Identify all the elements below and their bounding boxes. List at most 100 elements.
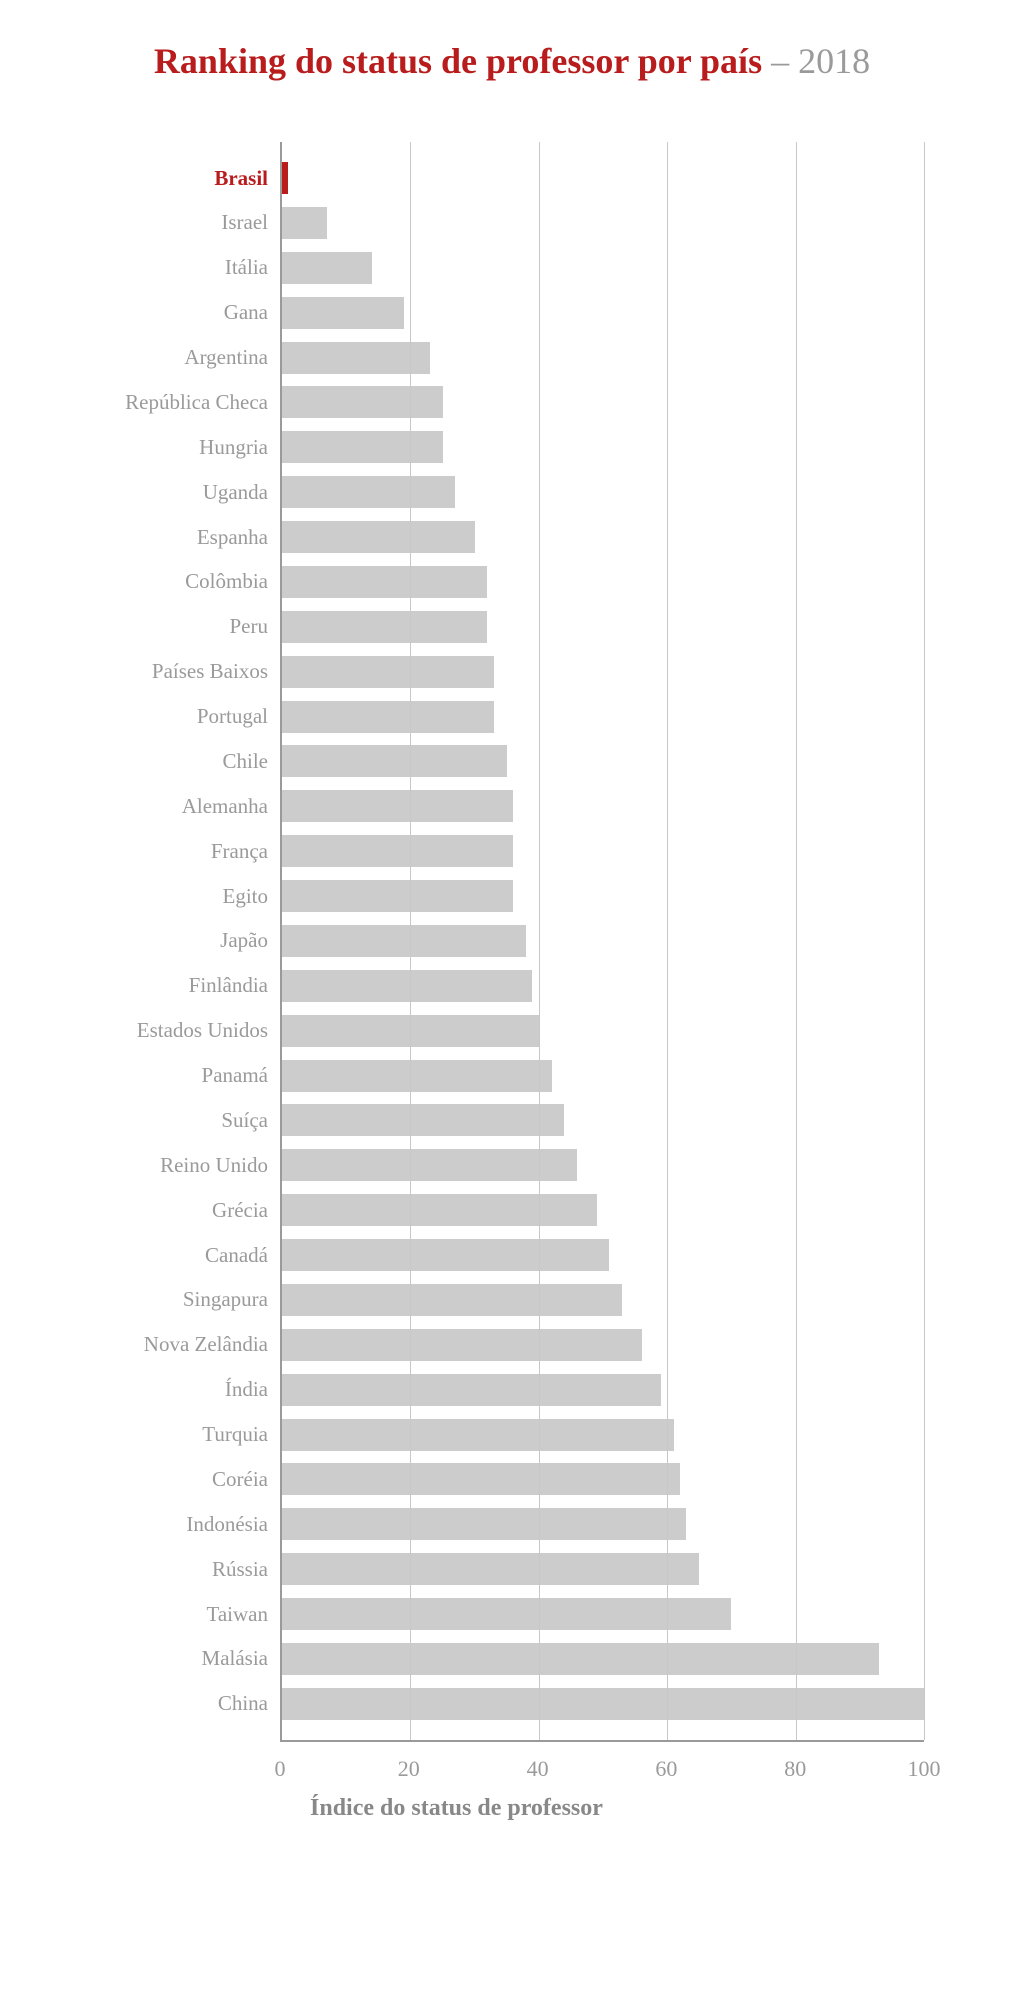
bar-label: Argentina bbox=[184, 345, 282, 370]
bar-row: Reino Unido bbox=[282, 1149, 924, 1181]
bar-rect bbox=[282, 701, 494, 733]
bar-label: Rússia bbox=[212, 1557, 282, 1582]
bars-container: BrasilIsraelItáliaGanaArgentinaRepública… bbox=[282, 162, 924, 1720]
bar-rect bbox=[282, 656, 494, 688]
bar-row: Hungria bbox=[282, 431, 924, 463]
bar-rect bbox=[282, 1598, 731, 1630]
bar-row: Japão bbox=[282, 925, 924, 957]
bar-rect bbox=[282, 611, 487, 643]
x-tick: 60 bbox=[655, 1756, 677, 1782]
bar-row: Gana bbox=[282, 297, 924, 329]
x-tick: 80 bbox=[784, 1756, 806, 1782]
bar-rect bbox=[282, 386, 443, 418]
bar-row: Turquia bbox=[282, 1419, 924, 1451]
bar-rect bbox=[282, 835, 513, 867]
bar-rect bbox=[282, 521, 475, 553]
x-tick: 0 bbox=[275, 1756, 286, 1782]
bar-rect bbox=[282, 1688, 924, 1720]
bar-label: Grécia bbox=[212, 1198, 282, 1223]
bar-rect bbox=[282, 1194, 597, 1226]
gridline bbox=[796, 142, 797, 1740]
bar-rect bbox=[282, 1284, 622, 1316]
bar-rect bbox=[282, 431, 443, 463]
bar-row: Malásia bbox=[282, 1643, 924, 1675]
bar-label: Turquia bbox=[202, 1422, 282, 1447]
bar-label: Malásia bbox=[202, 1646, 282, 1671]
bar-row: Índia bbox=[282, 1374, 924, 1406]
bar-label: Peru bbox=[230, 614, 283, 639]
bar-label: Países Baixos bbox=[152, 659, 282, 684]
bar-row: Argentina bbox=[282, 342, 924, 374]
bar-label: República Checa bbox=[125, 390, 282, 415]
bar-row: Uganda bbox=[282, 476, 924, 508]
chart-area: BrasilIsraelItáliaGanaArgentinaRepública… bbox=[280, 142, 924, 1822]
bar-row: Taiwan bbox=[282, 1598, 924, 1630]
bar-row: República Checa bbox=[282, 386, 924, 418]
bar-row: Canadá bbox=[282, 1239, 924, 1271]
chart-title-container: Ranking do status de professor por país … bbox=[60, 40, 964, 82]
x-ticks: 020406080100 bbox=[280, 1752, 924, 1782]
bar-label: Nova Zelândia bbox=[144, 1332, 282, 1357]
bar-label: Brasil bbox=[214, 166, 282, 191]
bar-row: Itália bbox=[282, 252, 924, 284]
bar-label: Panamá bbox=[202, 1063, 282, 1088]
bar-rect bbox=[282, 925, 526, 957]
bar-label: Espanha bbox=[197, 525, 282, 550]
bar-row: Alemanha bbox=[282, 790, 924, 822]
bar-rect bbox=[282, 1374, 661, 1406]
bar-label: Indonésia bbox=[186, 1512, 282, 1537]
bar-row: Brasil bbox=[282, 162, 924, 194]
x-tick: 100 bbox=[908, 1756, 941, 1782]
bar-rect bbox=[282, 970, 532, 1002]
bar-rect bbox=[282, 1329, 642, 1361]
bar-label: Suíça bbox=[221, 1108, 282, 1133]
chart-title: Ranking do status de professor por país bbox=[154, 41, 762, 81]
bar-row: Espanha bbox=[282, 521, 924, 553]
bar-rect bbox=[282, 1508, 686, 1540]
bar-row: Países Baixos bbox=[282, 656, 924, 688]
gridline bbox=[410, 142, 411, 1740]
bar-label: Japão bbox=[220, 928, 282, 953]
bar-rect bbox=[282, 207, 327, 239]
bar-rect bbox=[282, 745, 507, 777]
bar-row: Nova Zelândia bbox=[282, 1329, 924, 1361]
bar-row: Suíça bbox=[282, 1104, 924, 1136]
bar-label: Índia bbox=[225, 1377, 282, 1402]
bar-label: Hungria bbox=[199, 435, 282, 460]
gridline bbox=[924, 142, 925, 1740]
x-tick: 20 bbox=[398, 1756, 420, 1782]
bar-row: Portugal bbox=[282, 701, 924, 733]
bar-rect bbox=[282, 1239, 609, 1271]
gridline bbox=[667, 142, 668, 1740]
bar-label: Finlândia bbox=[189, 973, 282, 998]
bar-rect bbox=[282, 1419, 674, 1451]
bar-label: Canadá bbox=[205, 1243, 282, 1268]
bar-rect bbox=[282, 252, 372, 284]
bar-label: Estados Unidos bbox=[137, 1018, 282, 1043]
bar-label: Uganda bbox=[203, 480, 282, 505]
chart-title-suffix: – 2018 bbox=[762, 41, 870, 81]
bar-label: Alemanha bbox=[182, 794, 282, 819]
bar-label: Taiwan bbox=[206, 1602, 282, 1627]
bar-label: Singapura bbox=[183, 1287, 282, 1312]
bar-rect bbox=[282, 1553, 699, 1585]
bar-rect bbox=[282, 566, 487, 598]
bar-label: Gana bbox=[224, 300, 282, 325]
bar-label: Portugal bbox=[197, 704, 282, 729]
bar-row: Egito bbox=[282, 880, 924, 912]
bar-rect bbox=[282, 297, 404, 329]
bar-label: Itália bbox=[225, 255, 282, 280]
bar-label: Colômbia bbox=[185, 569, 282, 594]
bar-rect bbox=[282, 1463, 680, 1495]
x-axis-label: Índice do status de professor bbox=[280, 1795, 924, 1822]
bar-rect bbox=[282, 1643, 879, 1675]
bar-rect bbox=[282, 1104, 564, 1136]
bar-row: Grécia bbox=[282, 1194, 924, 1226]
bar-rect bbox=[282, 476, 455, 508]
x-tick: 40 bbox=[527, 1756, 549, 1782]
bar-label: Coréia bbox=[212, 1467, 282, 1492]
bar-row: Panamá bbox=[282, 1060, 924, 1092]
bar-rect bbox=[282, 1060, 552, 1092]
bar-rect bbox=[282, 1149, 577, 1181]
bar-row: Coréia bbox=[282, 1463, 924, 1495]
